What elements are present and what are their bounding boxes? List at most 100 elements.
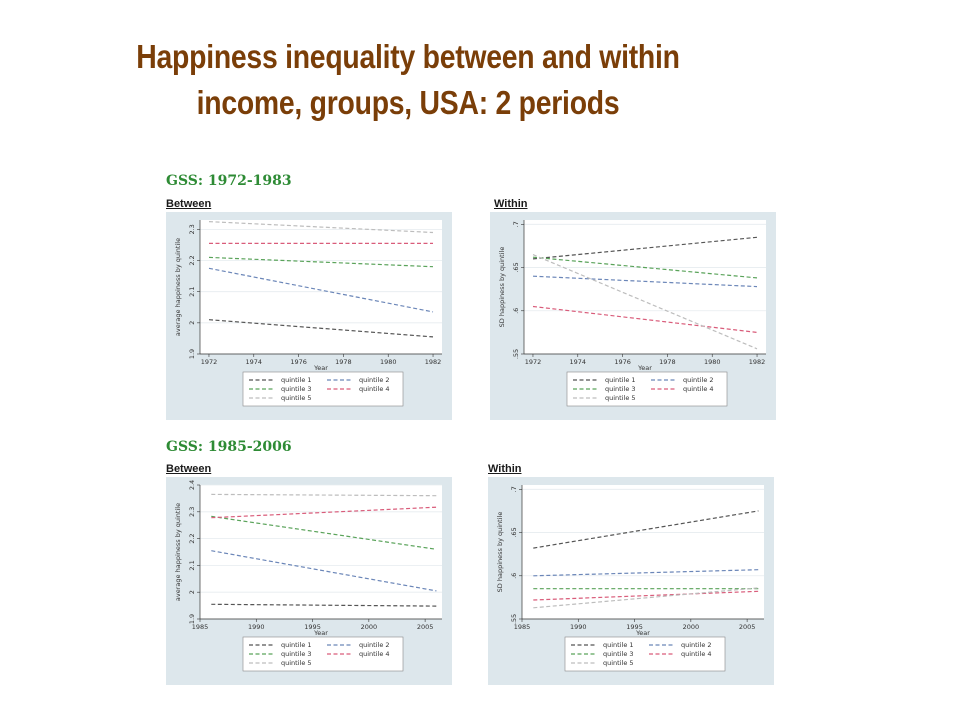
y-tick-label: 2 bbox=[188, 590, 196, 594]
legend-label-quintile-5: quintile 5 bbox=[281, 659, 312, 667]
panel-label-between-1: Between bbox=[166, 198, 212, 210]
series-line-quintile-2 bbox=[532, 275, 758, 288]
x-tick-label: 2005 bbox=[739, 623, 756, 631]
y-tick-label: 2 bbox=[188, 321, 196, 325]
y-tick-label: 2.3 bbox=[188, 507, 196, 517]
series-line-quintile-3 bbox=[208, 256, 434, 268]
series-line-quintile-2 bbox=[533, 569, 759, 577]
x-tick-label: 1982 bbox=[749, 358, 766, 366]
series-line-quintile-1 bbox=[532, 236, 758, 260]
legend-label-quintile-3: quintile 3 bbox=[605, 385, 636, 393]
y-tick-label: .6 bbox=[512, 308, 520, 314]
series-line-quintile-5 bbox=[208, 221, 434, 234]
plot-area bbox=[200, 220, 442, 354]
x-tick-label: 1976 bbox=[290, 358, 307, 366]
x-tick-label: 1978 bbox=[335, 358, 352, 366]
x-axis-title: Year bbox=[313, 629, 328, 637]
plot-area bbox=[522, 485, 764, 619]
legend-label-quintile-2: quintile 2 bbox=[359, 641, 390, 649]
x-tick-label: 2000 bbox=[361, 623, 378, 631]
section-label-period1: GSS: 1972-1983 bbox=[166, 173, 292, 189]
x-tick-label: 1974 bbox=[570, 358, 587, 366]
panel-label-within-1: Within bbox=[494, 198, 528, 210]
x-tick-label: 1985 bbox=[514, 623, 531, 631]
y-axis-title: average happiness by quintile bbox=[174, 238, 182, 336]
series-line-quintile-1 bbox=[208, 319, 434, 338]
x-tick-label: 1976 bbox=[614, 358, 631, 366]
legend-label-quintile-4: quintile 4 bbox=[681, 650, 712, 658]
series-line-quintile-5 bbox=[533, 587, 759, 609]
y-axis-title: average happiness by quintile bbox=[174, 503, 182, 601]
chart-between-1985-2006: 1.9 2 2.1 2.2 2.3 2.4 1985 1990 1995 2000 2005 Year… bbox=[166, 477, 452, 685]
section-label-period2: GSS: 1985-2006 bbox=[166, 439, 292, 455]
series-line-quintile-4 bbox=[532, 305, 758, 333]
y-tick-label: .55 bbox=[510, 614, 518, 624]
series-line-quintile-4 bbox=[211, 506, 437, 519]
slide-title-line1: Happiness inequality between and within bbox=[136, 38, 680, 75]
y-tick-label: .65 bbox=[512, 262, 520, 272]
legend-label-quintile-3: quintile 3 bbox=[603, 650, 634, 658]
slide-title-line2: income, groups, USA: 2 periods bbox=[196, 84, 620, 121]
x-tick-label: 1990 bbox=[570, 623, 587, 631]
y-tick-label: 2.1 bbox=[188, 287, 196, 297]
x-tick-label: 1980 bbox=[380, 358, 397, 366]
y-tick-label: .7 bbox=[512, 221, 520, 227]
y-tick-label: .55 bbox=[512, 349, 520, 359]
x-tick-label: 2005 bbox=[417, 623, 434, 631]
panel-label-between-2: Between bbox=[166, 463, 212, 475]
y-tick-label: 2.4 bbox=[188, 480, 196, 490]
legend-label-quintile-1: quintile 1 bbox=[605, 376, 636, 384]
legend-label-quintile-2: quintile 2 bbox=[681, 641, 712, 649]
legend-label-quintile-4: quintile 4 bbox=[359, 650, 390, 658]
legend-label-quintile-3: quintile 3 bbox=[281, 385, 312, 393]
y-tick-label: 2.1 bbox=[188, 560, 196, 570]
slide-title: Happiness inequality between and within … bbox=[57, 34, 759, 126]
series-line-quintile-1 bbox=[533, 510, 759, 549]
x-tick-label: 1972 bbox=[525, 358, 542, 366]
series-line-quintile-3 bbox=[211, 515, 437, 550]
series-line-quintile-1 bbox=[211, 603, 437, 607]
plot-area bbox=[524, 220, 766, 354]
series-line-quintile-2 bbox=[211, 550, 437, 592]
series-line-quintile-5 bbox=[211, 493, 437, 497]
panel-label-within-2: Within bbox=[488, 463, 522, 475]
x-tick-label: 1990 bbox=[248, 623, 265, 631]
y-tick-label: 1.9 bbox=[188, 349, 196, 359]
y-tick-label: 2.2 bbox=[188, 533, 196, 543]
legend-label-quintile-1: quintile 1 bbox=[603, 641, 634, 649]
series-line-quintile-5 bbox=[532, 254, 758, 350]
x-axis-title: Year bbox=[637, 364, 652, 372]
y-tick-label: .7 bbox=[510, 486, 518, 492]
x-axis-title: Year bbox=[313, 364, 328, 372]
legend-label-quintile-5: quintile 5 bbox=[605, 394, 636, 402]
y-tick-label: .65 bbox=[510, 527, 518, 537]
y-axis-title: SD happiness by quintile bbox=[496, 512, 504, 593]
legend-label-quintile-5: quintile 5 bbox=[281, 394, 312, 402]
legend-label-quintile-5: quintile 5 bbox=[603, 659, 634, 667]
chart-within-1985-2006: .55 .6 .65 .7 1985 1990 1995 2000 2005 Year SD hap… bbox=[488, 477, 774, 685]
x-tick-label: 1995 bbox=[304, 623, 321, 631]
y-tick-label: 2.3 bbox=[188, 224, 196, 234]
series-line-quintile-3 bbox=[532, 256, 758, 279]
chart-within-1972-1983: .55 .6 .65 .7 1972 1974 1976 1978 1980 1982 Year SD… bbox=[490, 212, 776, 420]
y-axis-title: SD happiness by quintile bbox=[498, 247, 506, 328]
legend-label-quintile-2: quintile 2 bbox=[359, 376, 390, 384]
x-tick-label: 1995 bbox=[626, 623, 643, 631]
legend-label-quintile-1: quintile 1 bbox=[281, 376, 312, 384]
x-axis-title: Year bbox=[635, 629, 650, 637]
x-tick-label: 1978 bbox=[659, 358, 676, 366]
x-tick-label: 1985 bbox=[192, 623, 209, 631]
plot-area bbox=[200, 485, 442, 619]
y-tick-label: .6 bbox=[510, 573, 518, 579]
series-line-quintile-4 bbox=[533, 590, 759, 601]
x-tick-label: 1980 bbox=[704, 358, 721, 366]
legend-label-quintile-1: quintile 1 bbox=[281, 641, 312, 649]
x-tick-label: 1974 bbox=[246, 358, 263, 366]
y-tick-label: 2.2 bbox=[188, 255, 196, 265]
legend-label-quintile-3: quintile 3 bbox=[281, 650, 312, 658]
x-tick-label: 1972 bbox=[201, 358, 218, 366]
y-tick-label: 1.9 bbox=[188, 614, 196, 624]
legend-label-quintile-2: quintile 2 bbox=[683, 376, 714, 384]
legend-label-quintile-4: quintile 4 bbox=[683, 385, 714, 393]
series-line-quintile-2 bbox=[208, 267, 434, 313]
